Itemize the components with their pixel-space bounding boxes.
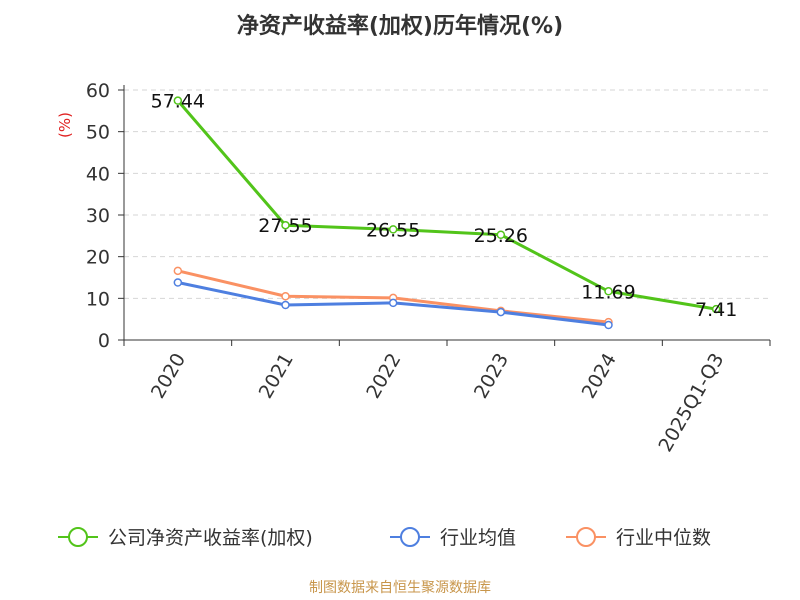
legend-label: 行业均值	[440, 527, 516, 549]
y-ticks: 0 10 20 30 40 50 60	[86, 80, 124, 352]
y-tick-label: 0	[98, 330, 110, 352]
y-tick-label: 10	[86, 288, 110, 310]
data-point	[496, 307, 506, 317]
x-tick-label: 2024	[578, 350, 621, 403]
legend-label: 公司净资产收益率(加权)	[108, 527, 313, 549]
y-tick-label: 30	[86, 205, 110, 227]
data-point	[281, 300, 290, 310]
x-tick-label: 2020	[147, 350, 190, 403]
x-tick-label: 2023	[470, 350, 513, 403]
data-label: 26.55	[366, 219, 420, 241]
source-note: 制图数据来自恒生聚源数据库	[309, 580, 491, 596]
data-labels: 57.44 27.55 26.55 25.26 11.69 7.41	[151, 91, 738, 321]
y-tick-label: 50	[86, 122, 110, 144]
legend-label: 行业中位数	[616, 527, 711, 549]
data-point	[173, 96, 183, 105]
legend-item: 行业均值	[390, 527, 516, 549]
data-point	[388, 298, 398, 308]
chart-title: 净资产收益率(加权)历年情况(%)	[237, 13, 563, 39]
legend-item: 行业中位数	[566, 527, 711, 549]
x-tick-label: 2021	[255, 350, 298, 403]
data-label: 25.26	[474, 225, 528, 247]
legend: 公司净资产收益率(加权) 行业均值 行业中位数	[58, 527, 711, 549]
data-label: 27.55	[258, 215, 312, 237]
data-label: 57.44	[151, 91, 205, 113]
grid	[124, 89, 770, 299]
legend-item: 公司净资产收益率(加权)	[58, 527, 313, 549]
data-point	[711, 304, 721, 314]
data-point	[604, 320, 613, 330]
y-tick-label: 20	[86, 247, 110, 269]
y-axis-label: (%)	[56, 112, 74, 138]
data-point	[496, 230, 506, 239]
data-label: 7.41	[695, 299, 737, 321]
data-label: 11.69	[581, 281, 635, 303]
data-point	[173, 266, 183, 276]
series-line	[176, 99, 718, 311]
series-group	[173, 96, 721, 330]
data-point	[281, 220, 290, 230]
legend-marker	[576, 527, 596, 547]
legend-marker	[400, 527, 420, 547]
data-point	[388, 225, 398, 234]
x-tick-label: 2022	[362, 350, 405, 403]
y-tick-label: 60	[86, 80, 110, 102]
legend-marker	[68, 527, 88, 547]
data-point	[281, 292, 290, 301]
x-ticks: 2020 2021 2022 2023 2024 2025Q1-Q3	[123, 340, 771, 456]
x-tick-label: 2025Q1-Q3	[654, 350, 728, 456]
data-point	[604, 287, 613, 296]
y-tick-label: 40	[86, 163, 110, 185]
data-point	[173, 278, 183, 287]
